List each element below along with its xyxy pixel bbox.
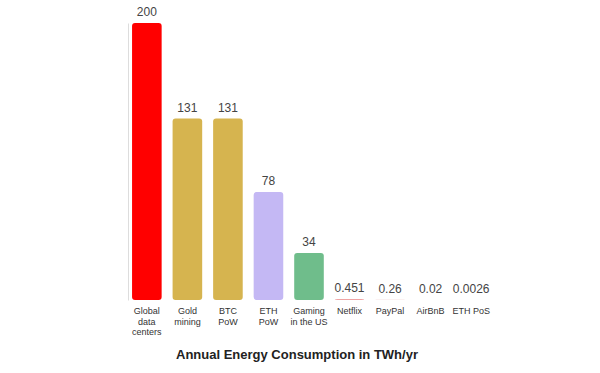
bar <box>416 299 446 300</box>
y-axis-line <box>128 24 129 301</box>
x-axis: Globaldatacenters Goldmining BTCPoW ETHPoW G… <box>132 300 490 337</box>
x-tick-label: ETHPoW <box>259 306 279 326</box>
data-label: 0.451 <box>335 281 365 295</box>
data-label: 200 <box>137 5 157 19</box>
x-tick-label: AirBnB <box>417 306 445 316</box>
x-tick: Gamingin the US <box>290 300 327 327</box>
data-label: 131 <box>177 101 197 115</box>
x-tick: Netflix <box>337 300 363 316</box>
bar <box>294 253 324 300</box>
bar <box>173 119 203 300</box>
plot: Globaldatacenters Goldmining BTCPoW ETHPoW G… <box>129 5 490 337</box>
bar <box>254 192 284 300</box>
bar <box>375 299 405 300</box>
data-label: 131 <box>218 101 238 115</box>
x-tick: Globaldatacenters <box>132 300 162 337</box>
x-tick: BTCPoW <box>218 300 238 327</box>
data-label: 34 <box>302 235 316 249</box>
x-tick: ETH PoS <box>452 300 490 316</box>
bar <box>456 299 486 300</box>
y-axis <box>128 24 129 301</box>
x-tick-label: BTCPoW <box>218 306 238 326</box>
x-tick-label: Goldmining <box>174 306 201 326</box>
bar <box>213 119 243 300</box>
data-label: 0.0026 <box>453 282 490 296</box>
bar <box>132 23 162 300</box>
x-tick: PayPal <box>376 300 405 316</box>
x-tick-label: ETH PoS <box>452 306 490 316</box>
data-labels: 200 131 131 78 34 0.451 0.26 0.02 0.0026 <box>137 5 490 296</box>
bar <box>335 299 365 300</box>
data-label: 0.02 <box>419 282 443 296</box>
title: Annual Energy Consumption in TWh/yr <box>176 347 418 362</box>
x-tick-label: Gamingin the US <box>290 306 327 326</box>
x-tick: Goldmining <box>174 300 201 327</box>
x-tick: ETHPoW <box>259 300 279 327</box>
x-tick: AirBnB <box>417 300 445 316</box>
chart: Globaldatacenters Goldmining BTCPoW ETHPoW G… <box>0 0 600 373</box>
bars <box>132 23 486 300</box>
x-tick-label: Netflix <box>337 306 363 316</box>
x-tick-label: PayPal <box>376 306 405 316</box>
x-tick-label: Globaldatacenters <box>132 306 162 337</box>
data-label: 0.26 <box>378 282 402 296</box>
data-label: 78 <box>262 174 276 188</box>
